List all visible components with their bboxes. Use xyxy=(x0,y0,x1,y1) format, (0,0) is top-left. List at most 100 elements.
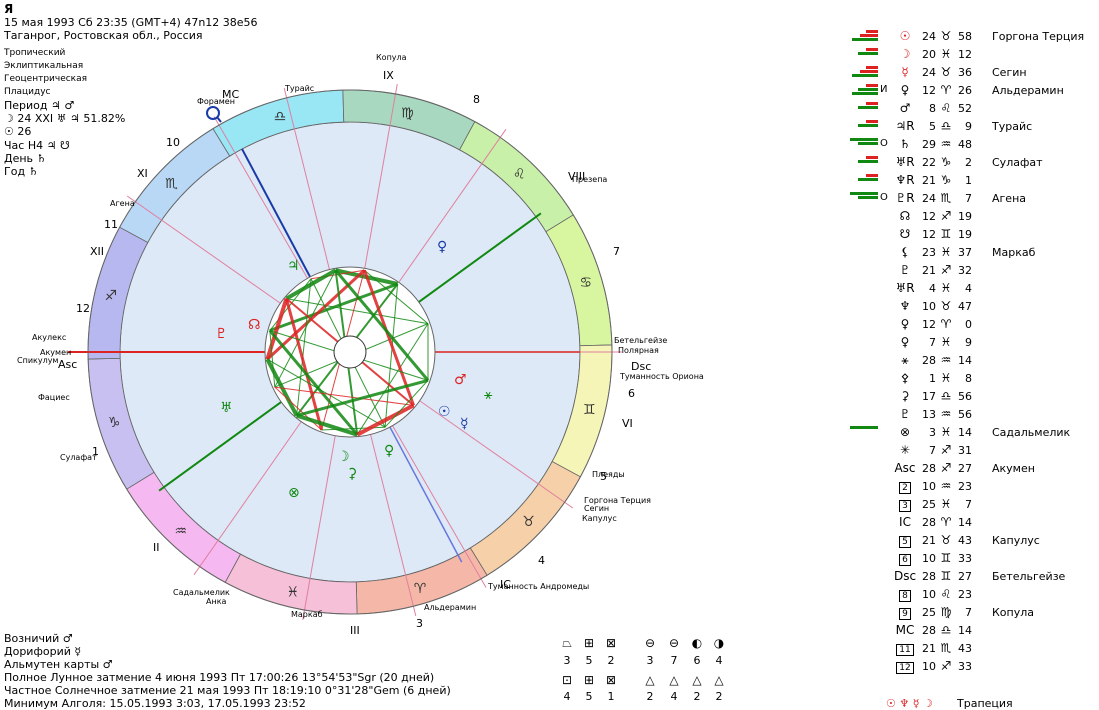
aspect-symbol: ⊠ xyxy=(605,673,617,687)
cusp-label: Asc xyxy=(58,358,77,371)
cusp-label: IX xyxy=(383,69,394,82)
zodiac-sign-glyph: ♎ xyxy=(940,389,952,403)
birth-place: Таганрог, Ростовская обл., Россия xyxy=(4,29,203,42)
house-number-box: 12 xyxy=(896,662,914,674)
position-degrees: 12 xyxy=(922,228,936,241)
aspect-line xyxy=(296,413,358,437)
aspect-line xyxy=(267,358,386,428)
cusp-label: VI xyxy=(622,417,633,430)
strength-bar xyxy=(858,160,878,163)
mars-glyph: ♂ xyxy=(454,372,467,388)
planet-glyph: ☽ xyxy=(899,47,911,61)
planet-row: И ♀ 12 ♈ 26 Альдерамин xyxy=(838,82,1098,100)
aspect-count: 6 xyxy=(693,654,701,667)
mc-marker-icon xyxy=(206,106,220,120)
cusp-label: II xyxy=(153,541,160,554)
house-number-box: 11 xyxy=(896,644,914,656)
aspect-symbol: △ xyxy=(714,673,724,687)
zodiac-sign-glyph: ♈ xyxy=(940,515,952,529)
fixed-star-name: Агена xyxy=(992,192,1027,205)
position-minutes: 56 xyxy=(958,408,972,421)
outer-ring xyxy=(87,89,613,615)
aspect-line xyxy=(334,269,430,382)
zodiac-sign-glyph: ♓ xyxy=(940,47,952,61)
sign-glyph: ♐ xyxy=(104,288,117,304)
jupiter-glyph: ♃ xyxy=(287,258,300,274)
fixed-star-name: Бетельгейзе xyxy=(992,570,1066,583)
planet-row: ☿ 24 ♉ 36 Сегин xyxy=(838,64,1098,82)
strength-bar xyxy=(850,192,878,195)
aspect-line xyxy=(268,329,359,436)
pluto-glyph: ♇ xyxy=(215,326,228,342)
fixed-star-label: Полярная xyxy=(618,346,659,355)
hour-ruler: Час Н4 ♃ ☋ xyxy=(4,139,70,152)
planet-glyph: ♀ xyxy=(900,317,910,331)
aspect-symbol: △ xyxy=(669,673,679,687)
house-number-box: 3 xyxy=(899,500,911,512)
planet-glyph: ✳ xyxy=(899,443,911,457)
planet-glyph: 6 xyxy=(894,551,916,566)
birth-datetime: 15 мая 1993 Сб 23:35 (GMT+4) 47n12 38e56 xyxy=(4,16,258,29)
strength-bars xyxy=(838,246,878,260)
position-degrees: 28 xyxy=(922,570,936,583)
planet-row: ♆R 21 ♑ 1 xyxy=(838,172,1098,190)
trapezium-label: Трапеция xyxy=(957,697,1013,710)
cusp-label: 1 xyxy=(92,445,99,458)
strength-bars xyxy=(838,588,878,602)
fixed-star-label: Горгона Терция xyxy=(584,496,651,505)
house-cusp-line xyxy=(419,400,574,509)
position-degrees: 17 xyxy=(922,390,936,403)
zodiac-sign-glyph: ♒ xyxy=(940,479,952,493)
position-degrees: 21 xyxy=(922,264,936,277)
fixed-star-label: Сулафат xyxy=(60,453,97,462)
setting-center: Геоцентрическая xyxy=(4,74,88,84)
position-degrees: 3 xyxy=(929,426,936,439)
planet-row: ♃R 5 ♎ 9 Турайс xyxy=(838,118,1098,136)
sign-glyph: ♋ xyxy=(580,275,593,291)
solar-eclipse-line: Частное Солнечное затмение 21 мая 1993 П… xyxy=(4,684,451,697)
strength-bars xyxy=(838,264,878,278)
aspect-count: 5 xyxy=(585,654,593,667)
strength-bars xyxy=(838,228,878,242)
aspect-symbol: ⊖ xyxy=(668,636,680,650)
position-degrees: 20 xyxy=(922,48,936,61)
position-degrees: 4 xyxy=(929,282,936,295)
position-minutes: 2 xyxy=(965,156,972,169)
sun-glyph: ☉ xyxy=(438,404,451,420)
aspect-line xyxy=(286,298,429,325)
position-minutes: 31 xyxy=(958,444,972,457)
planet-glyph: 8 xyxy=(894,587,916,602)
position-degrees: 21 xyxy=(922,642,936,655)
position-degrees: 24 xyxy=(922,192,936,205)
strength-bar xyxy=(866,174,878,177)
algol-minimum-line: Минимум Алголя: 15.05.1993 3:03, 17.05.1… xyxy=(4,697,306,710)
zodiac-sign-glyph: ♉ xyxy=(940,299,952,313)
planet-glyph: 12 xyxy=(894,659,916,674)
planet-glyph: ⚳ xyxy=(900,389,910,403)
aspect-line xyxy=(274,386,414,406)
planet-row: ♆ 10 ♉ 47 xyxy=(838,298,1098,316)
setting-houses: Плацидус xyxy=(4,87,51,97)
planet-row: 6 10 ♊ 33 xyxy=(838,550,1098,568)
planet-glyph: 3 xyxy=(894,497,916,512)
strength-bars xyxy=(838,48,878,62)
position-minutes: 4 xyxy=(965,282,972,295)
aspect-line xyxy=(363,269,415,406)
aspect-line xyxy=(296,378,429,418)
zodiac-sign-glyph: ♓ xyxy=(940,335,952,349)
aspect-line xyxy=(384,283,399,428)
strength-bars xyxy=(838,282,878,296)
setting-zodiac: Тропический xyxy=(4,48,66,58)
strength-bars xyxy=(838,480,878,494)
house-number-box: 8 xyxy=(899,590,911,602)
position-minutes: 14 xyxy=(958,354,972,367)
position-minutes: 23 xyxy=(958,480,972,493)
zodiac-sign-glyph: ♊ xyxy=(940,569,952,583)
planet-glyph: 5 xyxy=(894,533,916,548)
setting-coords: Эклиптикальная xyxy=(4,61,84,71)
star-glyph: ⚹ xyxy=(484,387,493,403)
planet-row: ♇ 13 ♒ 56 xyxy=(838,406,1098,424)
year-ruler: Год ♄ xyxy=(4,165,39,178)
strength-bar xyxy=(866,102,878,105)
strength-bar xyxy=(852,92,878,95)
